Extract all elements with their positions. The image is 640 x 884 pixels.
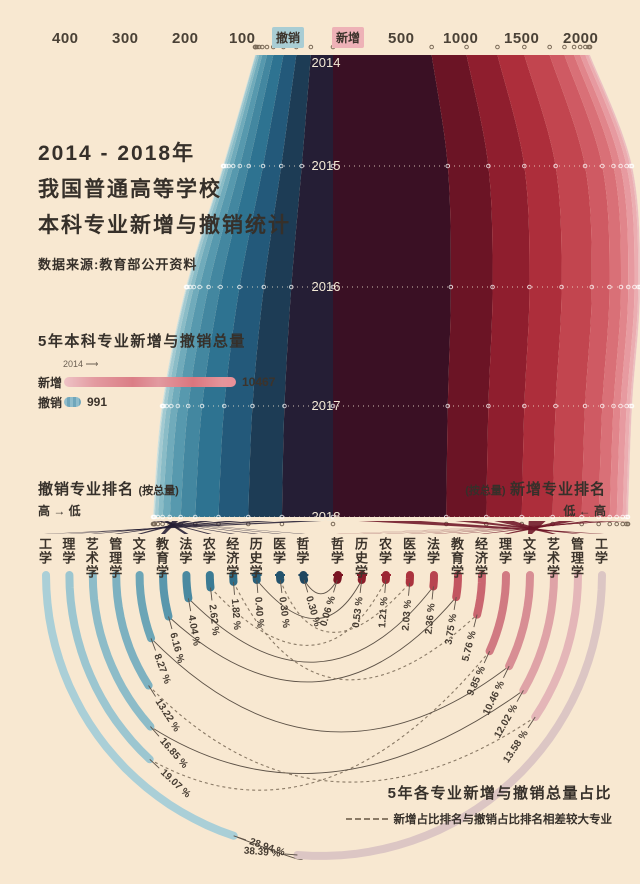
percent-label-added-历史学: 0.53 % <box>351 596 366 628</box>
percent-label-removed-历史学: 0.40 % <box>252 597 265 629</box>
category-label-added-历史学: 历史学 <box>353 537 368 579</box>
added-total-bar <box>64 377 236 387</box>
percent-label-added-农学: 1.21 % <box>377 596 390 628</box>
percent-label-removed-管理学: 13.22 % <box>153 697 182 734</box>
axis-tick-removed-100: 100 <box>229 30 256 47</box>
percent-label-removed-医学: 0.30 % <box>276 596 291 628</box>
added-rank-title: 新增专业排名 <box>509 481 606 498</box>
category-label-removed-经济学: 经济学 <box>224 537 240 579</box>
axis-tick-removed-400: 400 <box>52 30 79 47</box>
category-label-removed-理学: 理学 <box>60 537 76 565</box>
category-label-added-法学: 法学 <box>425 537 440 565</box>
removed-rank-header: 撤销专业排名 (按总量) 高 → 低 <box>38 478 179 519</box>
year-label-2014: 2014 <box>312 55 341 70</box>
removed-total-row: 撤销 991 <box>38 392 275 412</box>
removed-total-bar <box>64 397 81 407</box>
category-label-added-教育学: 教育学 <box>449 537 464 579</box>
category-label-added-经济学: 经济学 <box>473 537 488 579</box>
category-label-removed-哲学: 哲学 <box>294 537 310 565</box>
category-label-added-哲学: 哲学 <box>329 537 344 565</box>
category-label-added-医学: 医学 <box>401 537 416 565</box>
percent-label-added-理学: 9.85 % <box>465 665 488 698</box>
axis-tick-removed-200: 200 <box>172 30 199 47</box>
percent-label-added-管理学: 13.58 % <box>501 728 530 765</box>
category-label-removed-医学: 医学 <box>271 537 286 565</box>
title-line-1: 2014 - 2018年 <box>38 142 196 165</box>
category-label-removed-管理学: 管理学 <box>107 537 123 579</box>
footer-legend: 5年各专业新增与撤销总量占比 新增占比排名与撤销占比排名相差较大专业 <box>345 782 613 827</box>
added-total-row: 新增 10467 <box>38 372 275 392</box>
percent-label-added-哲学: 0.06 % <box>318 595 338 628</box>
percent-label-added-工学: 38.39 % <box>243 846 281 860</box>
axis-tick-added-500: 500 <box>388 30 415 47</box>
category-label-removed-农学: 农学 <box>200 537 216 565</box>
year-label-2018: 2018 <box>312 509 341 524</box>
percent-label-removed-教育学: 6.16 % <box>167 632 186 665</box>
title-block: 2014 - 2018年 我国普通高等学校 本科专业新增与撤销统计 数据来源:教… <box>38 136 291 273</box>
year-label-2017: 2017 <box>312 398 341 413</box>
axis-tick-removed-300: 300 <box>112 30 139 47</box>
removed-rank-order: 高 → 低 <box>38 504 81 518</box>
totals-year-note: 2014 ⟶ <box>63 359 99 369</box>
percent-label-removed-农学: 2.62 % <box>206 604 220 636</box>
added-total-value: 10467 <box>242 375 276 389</box>
category-label-added-理学: 理学 <box>497 537 512 565</box>
added-total-label: 新增 <box>38 375 63 390</box>
percent-label-added-教育学: 3.75 % <box>444 613 460 646</box>
category-label-removed-工学: 工学 <box>37 537 52 565</box>
title-line-3: 本科专业新增与撤销统计 <box>38 214 291 237</box>
percent-label-added-文学: 10.46 % <box>481 679 507 717</box>
category-label-added-文学: 文学 <box>521 537 536 565</box>
removed-rank-title: 撤销专业排名 <box>38 481 135 498</box>
category-label-removed-历史学: 历史学 <box>247 537 263 579</box>
footer-title: 5年各专业新增与撤销总量占比 <box>387 785 612 802</box>
removed-total-value: 991 <box>87 395 108 409</box>
added-rank-note: (按总量) <box>465 485 506 497</box>
percent-label-added-经济学: 5.76 % <box>460 630 478 663</box>
category-label-added-农学: 农学 <box>377 537 392 565</box>
dashed-line-sample <box>345 818 388 820</box>
percent-label-removed-文学: 8.27 % <box>151 652 172 685</box>
data-source: 数据来源:教育部公开资料 <box>38 257 198 272</box>
percent-label-removed-经济学: 1.82 % <box>229 598 242 630</box>
added-chip: 新增 <box>332 27 365 48</box>
percent-label-added-法学: 2.36 % <box>424 603 438 635</box>
added-rank-order: 低 ← 高 <box>563 504 606 518</box>
category-label-added-艺术学: 艺术学 <box>545 537 560 579</box>
percent-label-removed-法学: 4.04 % <box>185 614 201 647</box>
percent-label-added-医学: 2.03 % <box>401 599 415 631</box>
title-line-2: 我国普通高等学校 <box>38 178 222 201</box>
removed-rank-note: (按总量) <box>138 485 179 497</box>
axis-tick-added-2000: 2000 <box>563 30 599 47</box>
axis-tick-added-1500: 1500 <box>504 30 540 47</box>
totals-heading: 5年本科专业新增与撤销总量 <box>38 333 246 350</box>
removed-total-label: 撤销 <box>38 395 63 410</box>
removed-chip: 撤销 <box>272 27 305 48</box>
axis-tick-added-1000: 1000 <box>443 30 479 47</box>
year-label-2016: 2016 <box>312 279 341 294</box>
added-rank-header: (按总量) 新增专业排名 低 ← 高 <box>465 478 606 519</box>
year-label-2015: 2015 <box>312 158 341 173</box>
totals-legend: 5年本科专业新增与撤销总量 2014 ⟶ 新增 10467 撤销 991 <box>38 330 275 412</box>
category-label-added-管理学: 管理学 <box>569 537 584 579</box>
category-label-removed-教育学: 教育学 <box>154 537 169 579</box>
footer-dashed-note-row: 新增占比排名与撤销占比排名相差较大专业 <box>345 811 613 827</box>
category-label-removed-法学: 法学 <box>177 537 193 565</box>
category-label-added-工学: 工学 <box>593 537 608 565</box>
category-label-removed-艺术学: 艺术学 <box>83 537 99 579</box>
footer-dashed-note: 新增占比排名与撤销占比排名相差较大专业 <box>393 814 613 826</box>
category-label-removed-文学: 文学 <box>130 537 146 565</box>
